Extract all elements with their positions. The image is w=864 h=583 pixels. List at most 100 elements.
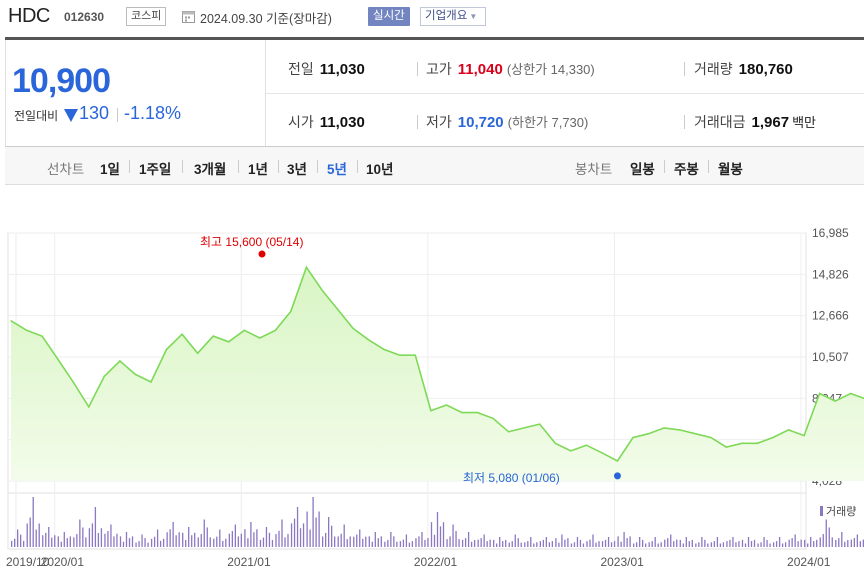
volume-bar [480,538,482,547]
price-point [585,444,587,446]
x-tick-label: 2019/10 [6,555,50,569]
price-point [616,460,619,462]
open-label: 시가 [288,114,314,130]
tab-monthly[interactable]: 월봉 [718,162,743,177]
volume-bar [772,542,775,547]
price-point [445,404,447,406]
volume-bar [421,532,423,547]
price-point [710,436,712,439]
volume-bar [548,542,550,547]
volume-bar [713,541,716,547]
volume-bar [822,534,824,547]
volume-bar [769,543,771,547]
tab-1y[interactable]: 1년 [248,162,268,177]
realtime-button[interactable]: 실시간 [368,7,410,26]
y-tick-label: 12,666 [812,309,849,323]
price-point [850,392,852,395]
volume-bar [203,519,205,547]
volume-bar [334,536,336,547]
current-price-box: 10,900 전일대비 130 -1.18% [6,40,266,146]
volume-bar [623,532,625,547]
price-point [508,431,510,433]
volume-bar [784,542,787,547]
volume-bar [35,529,37,547]
amount-unit: 백만 [792,115,816,130]
volume-bar [402,539,405,547]
volume-bar [225,538,227,547]
stock-name: HDC [8,5,50,27]
volume-bar [312,497,314,547]
volume-bar [265,527,268,547]
tab-3m[interactable]: 3개월 [194,162,227,177]
volume-bar [642,539,644,547]
volume-bar [138,541,140,547]
volume-bar [222,540,224,547]
volume-bar [527,541,529,547]
volume-bar [629,536,631,547]
amount-value: 1,967 [751,114,790,131]
change-amount: 130 [79,103,110,123]
volume-bar [296,507,299,547]
volume-bar [499,537,501,547]
current-price: 10,900 [12,62,111,100]
volume-bar [393,536,395,547]
volume-bar [29,517,31,547]
volume-bar [278,530,280,547]
tab-1d[interactable]: 1일 [100,162,120,177]
volume-bar [399,541,402,547]
volume-bar [284,537,286,547]
tab-daily[interactable]: 일봉 [630,162,655,177]
volume-bar [54,535,56,547]
volume-bar [418,536,420,547]
volume-bar [119,536,122,547]
tab-weekly[interactable]: 주봉 [674,162,699,177]
volume-bar [240,533,242,547]
divider [684,62,685,76]
volume-bar [384,541,386,547]
price-point [523,427,525,429]
stock-code: 012630 [64,10,105,24]
volume-bar [464,538,467,547]
high-price: 고가 11,040 (상한가 14,330) [426,59,595,79]
price-point [336,308,339,310]
volume-bar [262,537,265,547]
tab-5y[interactable]: 5년 [327,162,347,177]
tab-3y[interactable]: 3년 [287,162,307,177]
volume-bar [253,532,255,547]
volume-bar [775,541,778,547]
tab-10y[interactable]: 10년 [366,162,394,177]
low-value: 10,720 [457,114,504,131]
volume-bar [250,522,252,547]
quote-date: 2024.09.30 기준(장마감) [200,12,332,26]
price-point [787,429,790,431]
volume-bar [141,534,143,547]
volume-bar [237,536,239,547]
divider [417,115,418,129]
volume-bar [533,543,535,547]
volume-bar [592,534,594,547]
price-point [803,434,805,437]
volume-bar [582,543,585,547]
price-chart[interactable]: 16,98514,82612,66610,5078,3476,1884,0282… [0,185,864,583]
price-point [819,392,821,395]
volume-bar [636,542,638,547]
volume-bar [511,541,513,547]
volume-bar [520,542,522,547]
price-point [601,452,603,454]
price-point [72,381,74,383]
price-point [679,429,681,431]
corp-overview-dropdown[interactable]: 기업개요 ▼ [420,7,486,26]
volume-bar [290,523,293,547]
chart-period-tabs: 선차트 1일 1주일 3개월 1년 3년 5년 10년 봉차트 일봉 주봉 월봉 [5,147,864,185]
volume-bar [213,538,215,547]
volume-bar [76,534,78,547]
volume-bar [862,539,864,547]
volume-bar [23,540,25,547]
tab-1w[interactable]: 1주일 [139,162,172,177]
stock-header: HDC 012630 코스피 2024.09.30 기준(장마감) 실시간 기업… [0,0,864,36]
volume-bar [695,543,697,547]
volume-bar [318,511,320,547]
volume-bar [567,538,569,547]
price-chart-svg: 16,98514,82612,66610,5078,3476,1884,0282… [6,226,864,569]
min-label: 최저 5,080 (01/06) [463,471,560,485]
